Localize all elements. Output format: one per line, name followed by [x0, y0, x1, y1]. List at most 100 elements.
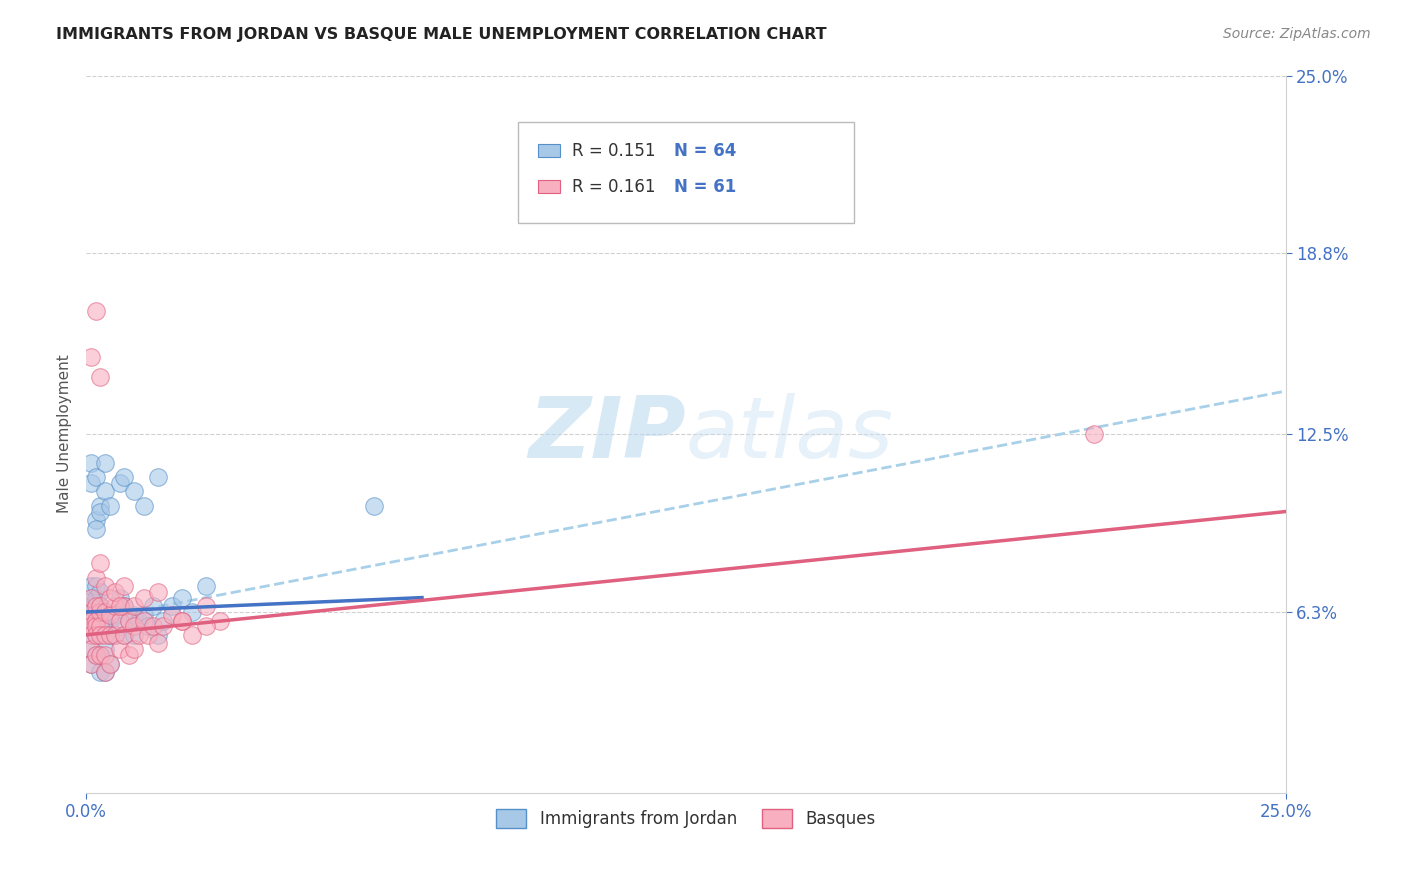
Point — [152, 619, 174, 633]
Point — [84, 596, 107, 610]
Point — [94, 605, 117, 619]
Text: R = 0.151: R = 0.151 — [572, 142, 671, 160]
Point — [104, 585, 127, 599]
Point — [162, 599, 184, 614]
Text: Source: ZipAtlas.com: Source: ZipAtlas.com — [1223, 27, 1371, 41]
Point — [94, 605, 117, 619]
Point — [84, 648, 107, 662]
Point — [80, 614, 103, 628]
Point — [89, 499, 111, 513]
Point — [80, 591, 103, 605]
Point — [114, 628, 136, 642]
Point — [152, 614, 174, 628]
Point — [170, 614, 193, 628]
Point — [84, 303, 107, 318]
Point — [98, 628, 121, 642]
Point — [122, 607, 145, 622]
Point — [84, 599, 107, 614]
Point — [118, 648, 141, 662]
Point — [84, 579, 107, 593]
Point — [118, 614, 141, 628]
Point — [94, 619, 117, 633]
Point — [89, 599, 111, 614]
Point — [114, 579, 136, 593]
Point — [80, 456, 103, 470]
Point — [98, 614, 121, 628]
Point — [89, 619, 111, 633]
Y-axis label: Male Unemployment: Male Unemployment — [58, 355, 72, 514]
Point — [84, 570, 107, 584]
Point — [94, 648, 117, 662]
Point — [146, 628, 169, 642]
Point — [98, 657, 121, 671]
Point — [94, 579, 117, 593]
Text: atlas: atlas — [686, 392, 894, 475]
Point — [180, 628, 202, 642]
Point — [80, 628, 103, 642]
Point — [142, 599, 165, 614]
Point — [84, 648, 107, 662]
Point — [128, 628, 150, 642]
Point — [195, 619, 218, 633]
Point — [104, 607, 127, 622]
Point — [122, 642, 145, 657]
Point — [114, 628, 136, 642]
Point — [80, 599, 103, 614]
Text: R = 0.161: R = 0.161 — [572, 178, 671, 195]
Point — [108, 619, 131, 633]
Point — [142, 619, 165, 633]
Point — [98, 499, 121, 513]
Point — [89, 605, 111, 619]
Point — [146, 636, 169, 650]
FancyBboxPatch shape — [517, 122, 853, 222]
Point — [94, 665, 117, 680]
Point — [98, 628, 121, 642]
Point — [195, 599, 218, 614]
Point — [122, 599, 145, 614]
Point — [114, 470, 136, 484]
Text: ZIP: ZIP — [529, 392, 686, 475]
Point — [108, 599, 131, 614]
Point — [94, 642, 117, 657]
Point — [89, 619, 111, 633]
Point — [114, 599, 136, 614]
Point — [84, 619, 107, 633]
Point — [80, 579, 103, 593]
Point — [132, 499, 155, 513]
Point — [84, 614, 107, 628]
Point — [89, 665, 111, 680]
FancyBboxPatch shape — [538, 145, 560, 157]
Point — [80, 619, 103, 633]
Point — [89, 504, 111, 518]
Point — [89, 585, 111, 599]
Point — [180, 605, 202, 619]
Point — [80, 628, 103, 642]
Text: IMMIGRANTS FROM JORDAN VS BASQUE MALE UNEMPLOYMENT CORRELATION CHART: IMMIGRANTS FROM JORDAN VS BASQUE MALE UN… — [56, 27, 827, 42]
Point — [89, 648, 111, 662]
Point — [89, 607, 111, 622]
Point — [138, 619, 160, 633]
Point — [89, 599, 111, 614]
Point — [84, 628, 107, 642]
Point — [98, 591, 121, 605]
Point — [94, 484, 117, 499]
Point — [94, 628, 117, 642]
Point — [162, 607, 184, 622]
Point — [80, 350, 103, 364]
Point — [94, 456, 117, 470]
Point — [98, 607, 121, 622]
Point — [122, 484, 145, 499]
Point — [132, 614, 155, 628]
Point — [89, 556, 111, 570]
Point — [114, 599, 136, 614]
Point — [89, 369, 111, 384]
Point — [80, 642, 103, 657]
Point — [89, 648, 111, 662]
Point — [104, 599, 127, 614]
Point — [94, 665, 117, 680]
Point — [363, 499, 385, 513]
Point — [80, 475, 103, 490]
Point — [80, 619, 103, 633]
Point — [170, 614, 193, 628]
Point — [122, 619, 145, 633]
